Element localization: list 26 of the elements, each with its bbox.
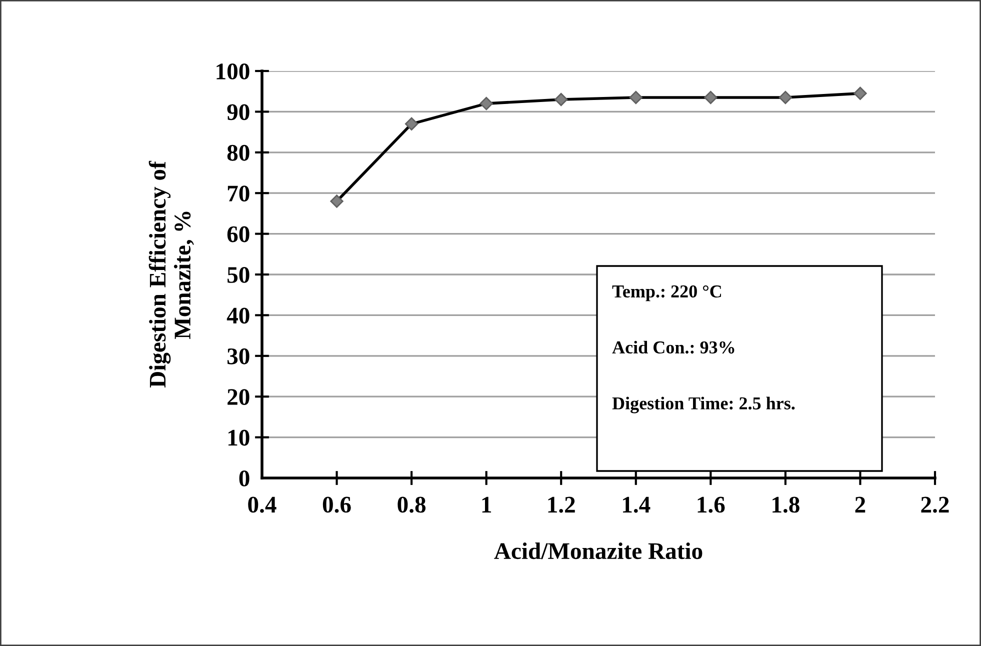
annotation: Digestion Time: 2.5 hrs. [612, 396, 795, 414]
y-tick-label: 70 [228, 186, 250, 202]
y-tick-label: 20 [228, 389, 250, 406]
x-axis-title: Acid/Monazite Ratio [494, 542, 702, 560]
x-tick-label: 1 [482, 496, 492, 512]
y-tick-label: 30 [227, 348, 250, 364]
annotation: Acid Con.: 93% [612, 340, 734, 354]
x-tick-label: 1.2 [548, 496, 575, 513]
y-tick-label: 60 [227, 226, 250, 242]
y-tick-label: 80 [227, 144, 250, 161]
y-tick-label: 10 [228, 430, 250, 446]
x-tick-label: 1.6 [698, 496, 725, 513]
y-tick-label: 50 [228, 266, 250, 283]
x-tick-label: 0.6 [322, 496, 351, 513]
x-tick-label: 1.4 [623, 496, 650, 513]
x-tick-label: 1.8 [772, 496, 800, 513]
x-tick-label: 2 [855, 496, 866, 512]
y-axis-title: Digestion Efficiency of Monazite, % [148, 160, 194, 388]
y-tick-label: 0 [239, 470, 250, 486]
x-tick-label: 2.2 [921, 496, 949, 513]
y-tick-label: 40 [226, 308, 250, 324]
x-tick-label: 0.4 [248, 496, 276, 513]
y-tick-label: 100 [216, 63, 250, 80]
y-tick-label: 90 [227, 104, 250, 120]
x-tick-label: 0.8 [398, 496, 426, 513]
annotation: Temp.: 220 °C [612, 285, 722, 302]
